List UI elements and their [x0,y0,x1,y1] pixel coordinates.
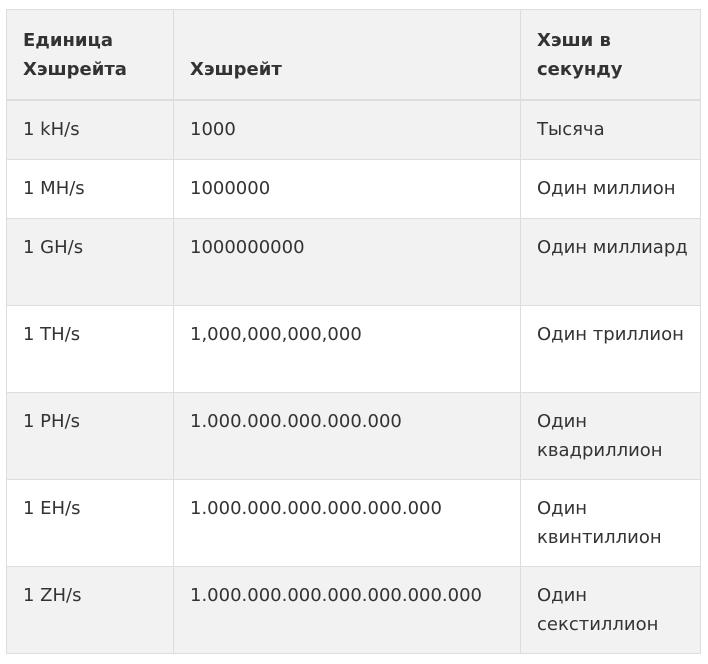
cell-unit: 1 EH/s [6,479,174,567]
cell-hashrate: 1000000000 [173,218,521,306]
cell-per-second: Один миллиард [520,218,701,306]
cell-unit: 1 MH/s [6,159,174,219]
cell-unit: 1 kH/s [6,99,174,160]
cell-hashrate: 1.000.000.000.000.000.000.000 [173,566,521,654]
cell-hashrate: 1.000.000.000.000.000 [173,392,521,480]
table-row: 1 ZH/s 1.000.000.000.000.000.000.000 Оди… [6,566,701,654]
cell-unit: 1 ZH/s [6,566,174,654]
header-hashrate: Хэшрейт [173,9,521,101]
header-per-second: Хэши в секунду [520,9,701,101]
cell-hashrate: 1.000.000.000.000.000.000 [173,479,521,567]
cell-per-second: Тысяча [520,99,701,160]
cell-per-second: Один триллион [520,305,701,393]
table-body: 1 kH/s 1000 Тысяча 1 MH/s 1000000 Один м… [6,99,701,654]
hashrate-table-container: Единица Хэшрейта Хэшрейт Хэши в секунду … [6,9,701,654]
table-row: 1 GH/s 1000000000 Один миллиард [6,218,701,306]
cell-unit: 1 GH/s [6,218,174,306]
header-row: Единица Хэшрейта Хэшрейт Хэши в секунду [6,9,701,101]
cell-hashrate: 1000000 [173,159,521,219]
hashrate-table: Единица Хэшрейта Хэшрейт Хэши в секунду … [6,9,701,654]
table-row: 1 PH/s 1.000.000.000.000.000 Один квадри… [6,392,701,480]
cell-unit: 1 PH/s [6,392,174,480]
cell-per-second: Один миллион [520,159,701,219]
cell-hashrate: 1,000,000,000,000 [173,305,521,393]
table-row: 1 TH/s 1,000,000,000,000 Один триллион [6,305,701,393]
cell-unit: 1 TH/s [6,305,174,393]
table-header: Единица Хэшрейта Хэшрейт Хэши в секунду [6,9,701,101]
cell-per-second: Один секстиллион [520,566,701,654]
cell-per-second: Один квадриллион [520,392,701,480]
table-row: 1 EH/s 1.000.000.000.000.000.000 Один кв… [6,479,701,567]
cell-hashrate: 1000 [173,99,521,160]
table-row: 1 kH/s 1000 Тысяча [6,99,701,160]
cell-per-second: Один квинтиллион [520,479,701,567]
table-row: 1 MH/s 1000000 Один миллион [6,159,701,219]
header-unit: Единица Хэшрейта [6,9,174,101]
